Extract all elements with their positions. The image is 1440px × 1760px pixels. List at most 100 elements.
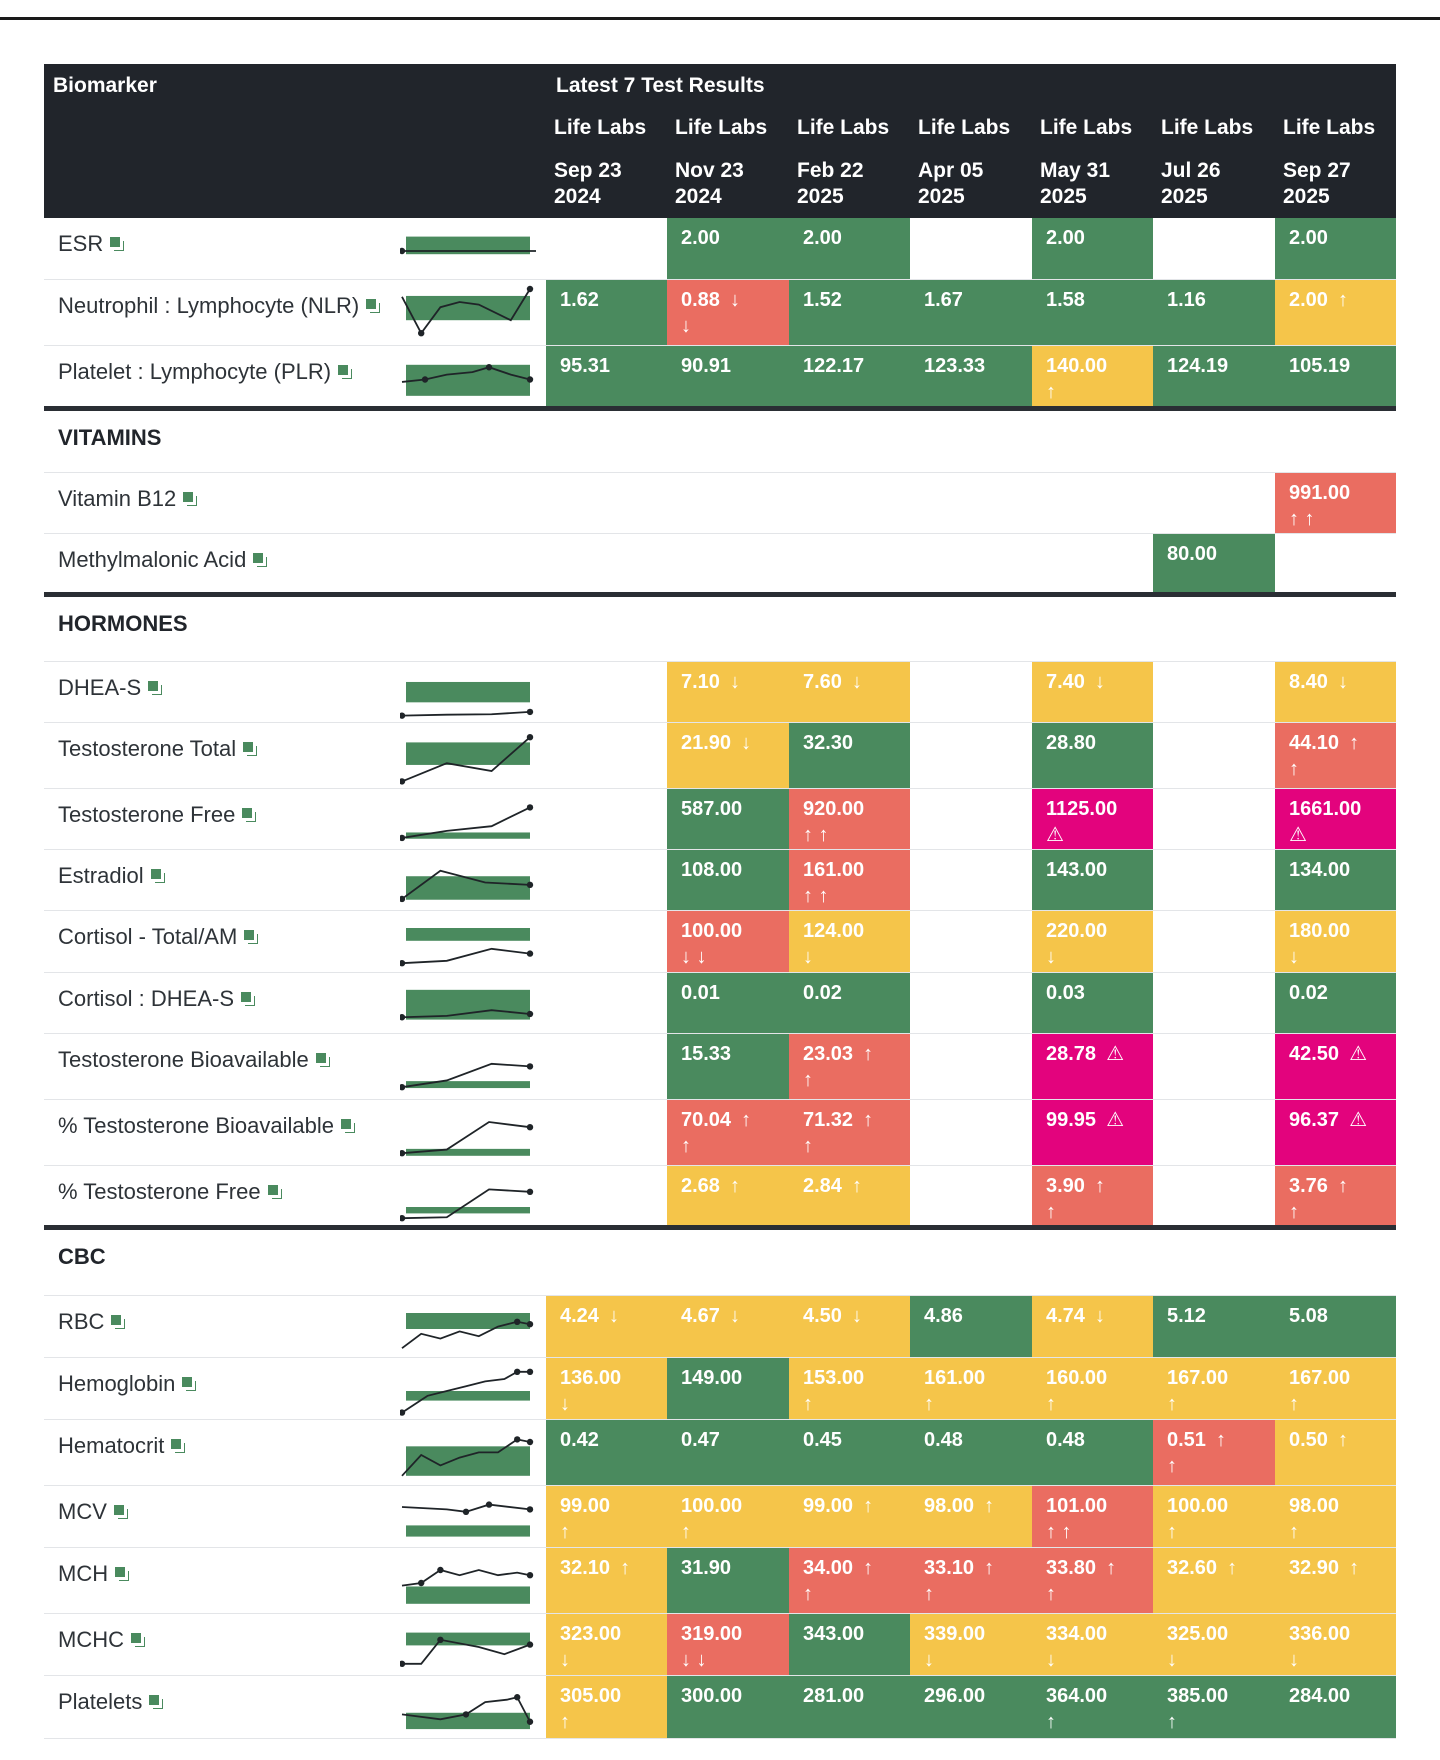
result-cell[interactable]: 134.00: [1275, 850, 1396, 910]
copy-icon[interactable]: [243, 742, 258, 757]
result-cell[interactable]: 385.00 ↑: [1153, 1676, 1275, 1738]
result-cell[interactable]: 8.40 ↓: [1275, 662, 1396, 722]
copy-icon[interactable]: [149, 1695, 164, 1710]
biomarker-name[interactable]: Cortisol - Total/AM: [58, 923, 398, 950]
result-cell[interactable]: 339.00 ↓: [910, 1614, 1032, 1675]
biomarker-name[interactable]: Testosterone Bioavailable: [58, 1046, 398, 1073]
biomarker-name[interactable]: Neutrophil : Lymphocyte (NLR): [58, 292, 398, 319]
result-cell[interactable]: 336.00 ↓: [1275, 1614, 1396, 1675]
result-cell[interactable]: 2.84 ↑: [789, 1166, 910, 1227]
biomarker-row[interactable]: Cortisol - Total/AM: [44, 911, 1396, 973]
result-cell[interactable]: 0.48: [910, 1420, 1032, 1485]
result-cell[interactable]: 153.00 ↑: [789, 1358, 910, 1419]
result-cell[interactable]: 1.58: [1032, 280, 1153, 345]
result-cell[interactable]: 98.00 ↑: [910, 1486, 1032, 1547]
result-cell[interactable]: 28.78 ⚠: [1032, 1034, 1153, 1099]
result-cell[interactable]: 1.52: [789, 280, 910, 345]
result-cell[interactable]: 180.00 ↓: [1275, 911, 1396, 972]
result-cell[interactable]: 220.00 ↓: [1032, 911, 1153, 972]
result-cell[interactable]: 0.03: [1032, 973, 1153, 1033]
result-cell[interactable]: 0.02: [789, 973, 910, 1033]
result-cell[interactable]: 991.00 ↑ ↑: [1275, 473, 1396, 533]
biomarker-name[interactable]: DHEA-S: [58, 674, 398, 701]
biomarker-row[interactable]: Hemoglobin: [44, 1358, 1396, 1420]
result-cell[interactable]: 149.00: [667, 1358, 789, 1419]
biomarker-name[interactable]: MCHC: [58, 1626, 398, 1653]
biomarker-name[interactable]: Platelets: [58, 1688, 398, 1715]
result-cell[interactable]: 587.00: [667, 789, 789, 849]
copy-icon[interactable]: [111, 1315, 126, 1330]
result-cell[interactable]: 7.40 ↓: [1032, 662, 1153, 722]
copy-icon[interactable]: [315, 1053, 331, 1068]
result-cell[interactable]: 2.68 ↑: [667, 1166, 789, 1227]
biomarker-name[interactable]: % Testosterone Bioavailable: [58, 1112, 398, 1139]
result-cell[interactable]: 284.00: [1275, 1676, 1396, 1738]
biomarker-row[interactable]: Vitamin B12: [44, 473, 1396, 534]
result-cell[interactable]: 32.10 ↑: [546, 1548, 667, 1613]
result-cell[interactable]: 99.00 ↑: [546, 1486, 667, 1547]
result-cell[interactable]: 99.95 ⚠: [1032, 1100, 1153, 1165]
result-cell[interactable]: 2.00 ↑: [1275, 280, 1396, 345]
biomarker-name[interactable]: Cortisol : DHEA-S: [58, 985, 398, 1012]
result-cell[interactable]: 1661.00 ⚠: [1275, 789, 1396, 849]
biomarker-name[interactable]: RBC: [58, 1308, 398, 1335]
result-cell[interactable]: 32.30: [789, 723, 910, 788]
result-cell[interactable]: 95.31: [546, 346, 667, 408]
biomarker-name[interactable]: Hematocrit: [58, 1432, 398, 1459]
result-cell[interactable]: 1.16: [1153, 280, 1275, 345]
result-cell[interactable]: 161.00 ↑ ↑: [789, 850, 910, 910]
biomarker-name[interactable]: Platelet : Lymphocyte (PLR): [58, 358, 398, 385]
result-cell[interactable]: 34.00 ↑ ↑: [789, 1548, 910, 1613]
result-cell[interactable]: 0.02: [1275, 973, 1396, 1033]
result-cell[interactable]: 124.19: [1153, 346, 1275, 408]
result-cell[interactable]: 5.08: [1275, 1296, 1396, 1357]
result-cell[interactable]: 0.48: [1032, 1420, 1153, 1485]
result-cell[interactable]: 71.32 ↑ ↑: [789, 1100, 910, 1165]
result-cell[interactable]: 319.00 ↓ ↓: [667, 1614, 789, 1675]
copy-icon[interactable]: [341, 1119, 356, 1134]
copy-icon[interactable]: [182, 1377, 197, 1392]
copy-icon[interactable]: [110, 237, 125, 252]
copy-icon[interactable]: [113, 1505, 129, 1520]
biomarker-row[interactable]: Hematocrit: [44, 1420, 1396, 1486]
biomarker-row[interactable]: Cortisol : DHEA-S: [44, 973, 1396, 1034]
biomarker-row[interactable]: Testosterone Bioavailable: [44, 1034, 1396, 1100]
result-cell[interactable]: 0.50 ↑: [1275, 1420, 1396, 1485]
result-cell[interactable]: 140.00 ↑: [1032, 346, 1153, 408]
result-cell[interactable]: 33.10 ↑ ↑: [910, 1548, 1032, 1613]
biomarker-row[interactable]: % Testosterone Bioavailable: [44, 1100, 1396, 1166]
copy-icon[interactable]: [244, 930, 259, 945]
biomarker-row[interactable]: ESR: [44, 218, 1396, 280]
biomarker-row[interactable]: Platelets: [44, 1676, 1396, 1739]
result-cell[interactable]: 96.37 ⚠: [1275, 1100, 1396, 1165]
biomarker-row[interactable]: Testosterone Total: [44, 723, 1396, 789]
result-cell[interactable]: 0.42: [546, 1420, 667, 1485]
biomarker-row[interactable]: RBC: [44, 1296, 1396, 1358]
result-cell[interactable]: 21.90 ↓: [667, 723, 789, 788]
result-cell[interactable]: 323.00 ↓: [546, 1614, 667, 1675]
copy-icon[interactable]: [131, 1633, 146, 1648]
result-cell[interactable]: 7.10 ↓: [667, 662, 789, 722]
biomarker-row[interactable]: MCV: [44, 1486, 1396, 1548]
biomarker-name[interactable]: MCV: [58, 1498, 398, 1525]
result-cell[interactable]: 920.00 ↑ ↑: [789, 789, 910, 849]
result-cell[interactable]: 334.00 ↓: [1032, 1614, 1153, 1675]
copy-icon[interactable]: [242, 808, 257, 823]
result-cell[interactable]: 2.00: [789, 218, 910, 279]
result-cell[interactable]: 23.03 ↑ ↑: [789, 1034, 910, 1099]
result-cell[interactable]: 44.10 ↑ ↑: [1275, 723, 1396, 788]
biomarker-row[interactable]: MCHC: [44, 1614, 1396, 1676]
result-cell[interactable]: 80.00: [1153, 534, 1275, 594]
copy-icon[interactable]: [183, 492, 198, 507]
biomarker-name[interactable]: Testosterone Free: [58, 801, 398, 828]
result-cell[interactable]: 143.00: [1032, 850, 1153, 910]
result-cell[interactable]: 100.00 ↓ ↓: [667, 911, 789, 972]
result-cell[interactable]: 160.00 ↑: [1032, 1358, 1153, 1419]
result-cell[interactable]: 167.00 ↑: [1275, 1358, 1396, 1419]
result-cell[interactable]: 2.00: [1275, 218, 1396, 279]
result-cell[interactable]: 4.24 ↓: [546, 1296, 667, 1357]
copy-icon[interactable]: [267, 1185, 283, 1200]
biomarker-row[interactable]: MCH: [44, 1548, 1396, 1614]
result-cell[interactable]: 136.00 ↓: [546, 1358, 667, 1419]
result-cell[interactable]: 33.80 ↑ ↑: [1032, 1548, 1153, 1613]
